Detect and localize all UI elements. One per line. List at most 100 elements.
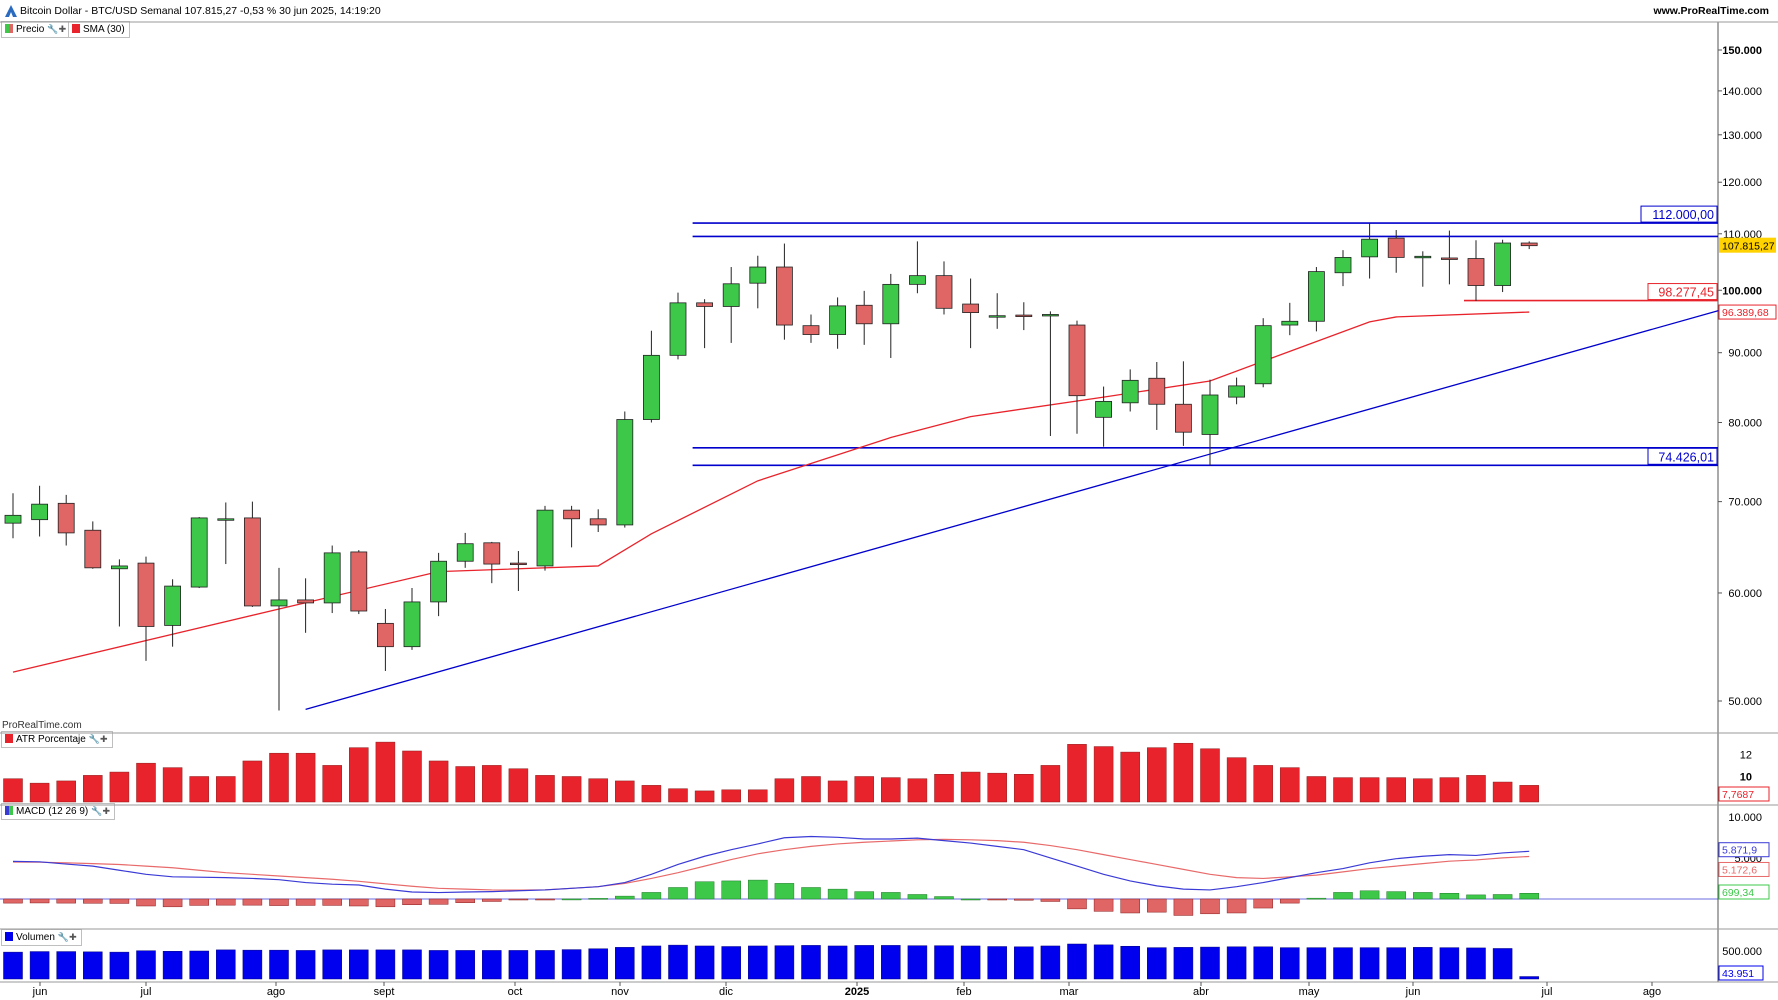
macd-histogram-bar-positive xyxy=(748,879,768,900)
volume-bar xyxy=(1386,947,1406,980)
atr-bar xyxy=(1492,781,1513,803)
volume-bar xyxy=(535,950,555,980)
price-y-tick-label: 140.000 xyxy=(1722,86,1762,98)
legend-sma-label: SMA (30) xyxy=(83,24,125,35)
candle-up xyxy=(1254,325,1272,385)
macd-histogram-bar-positive xyxy=(934,896,954,900)
sma-swatch-icon xyxy=(72,24,80,33)
macd-histogram-bar-negative xyxy=(987,898,1007,901)
volume-bar xyxy=(56,951,76,980)
volume-bar xyxy=(375,949,396,980)
macd-histogram-bar-negative xyxy=(1253,898,1273,909)
volume-bar xyxy=(588,948,608,980)
candle-up xyxy=(31,503,49,521)
volume-y-tick-label: 500.000 xyxy=(1722,946,1762,958)
atr-bar xyxy=(1147,747,1167,803)
wrench-plus-icon[interactable]: 🔧✚ xyxy=(47,24,67,34)
macd-value-box xyxy=(1718,842,1770,858)
x-axis-label: jul xyxy=(1540,986,1552,998)
candle-up xyxy=(882,283,900,325)
volume-bar xyxy=(189,950,209,980)
support-trendline xyxy=(305,307,1729,710)
macd-value-label: 699,34 xyxy=(1722,887,1754,899)
wrench-plus-icon[interactable]: 🔧✚ xyxy=(91,806,110,816)
volume-bar xyxy=(1359,947,1380,980)
macd-histogram-bar-negative xyxy=(189,898,209,906)
volume-bar xyxy=(561,949,582,980)
macd-histogram-bar-negative xyxy=(1093,898,1114,912)
candle-down xyxy=(1175,403,1192,433)
candle-up xyxy=(1308,271,1325,322)
candle-down xyxy=(1520,242,1538,247)
wrench-plus-icon[interactable]: 🔧✚ xyxy=(88,734,108,744)
atr-bar xyxy=(1040,765,1061,803)
site-link[interactable]: www.ProRealTime.com xyxy=(1653,5,1769,17)
legend-macd[interactable]: MACD (12 26 9) 🔧✚ xyxy=(1,803,115,820)
macd-histogram-bar-positive xyxy=(641,892,662,900)
volume-value-label: 43.951 xyxy=(1722,968,1754,980)
macd-histogram-bar-positive xyxy=(588,898,608,900)
x-axis-label: dic xyxy=(719,986,734,998)
macd-histogram-bar-positive xyxy=(1386,891,1406,900)
atr-bar xyxy=(1253,765,1273,803)
candle-up xyxy=(1228,385,1245,398)
macd-histogram-bar-negative xyxy=(322,898,342,906)
volume-bar xyxy=(1306,947,1327,980)
x-axis-label: feb xyxy=(956,986,971,998)
atr-bar xyxy=(721,789,741,803)
atr-bar xyxy=(1466,775,1486,803)
wrench-plus-icon[interactable]: 🔧✚ xyxy=(57,932,77,942)
candle-up xyxy=(643,354,660,420)
volume-bar xyxy=(668,944,688,980)
legend-atr-label: ATR Porcentaje xyxy=(16,734,86,745)
last-price-label: 107.815,27 xyxy=(1722,241,1775,253)
macd-histogram-bar-negative xyxy=(1014,898,1034,901)
legend-macd-label: MACD (12 26 9) xyxy=(16,806,89,817)
macd-histogram-bar-positive xyxy=(615,895,635,900)
atr-bar xyxy=(907,778,928,803)
atr-bar xyxy=(1226,757,1247,803)
candle-up xyxy=(111,565,128,570)
candle-up xyxy=(1361,238,1378,258)
level-label: 112.000,00 xyxy=(1652,208,1714,222)
volume-bar xyxy=(162,951,183,980)
volume-bar xyxy=(269,949,289,980)
volume-bar xyxy=(242,949,263,980)
atr-bar xyxy=(189,776,209,803)
candle-up xyxy=(456,543,474,562)
candle-up xyxy=(616,419,634,526)
candle-up xyxy=(669,302,687,356)
atr-bar xyxy=(1306,776,1327,803)
macd-swatch-icon xyxy=(5,806,13,815)
macd-value-label: 5.172,6 xyxy=(1722,864,1757,876)
candle-down xyxy=(57,502,75,534)
macd-histogram-bar-negative xyxy=(83,898,103,904)
price-y-tick-label: 120.000 xyxy=(1722,177,1762,189)
macd-y-tick-label: 10.000 xyxy=(1728,812,1762,824)
macd-histogram-bar-negative xyxy=(508,898,529,901)
candle-up xyxy=(217,518,235,521)
atr-bar xyxy=(1173,742,1194,803)
atr-bar xyxy=(83,775,103,803)
last-price-box xyxy=(1719,237,1776,253)
atr-bar xyxy=(561,776,582,803)
candle-up xyxy=(829,305,846,335)
level-label-box xyxy=(1647,283,1718,301)
candle-up xyxy=(403,601,421,648)
atr-bar xyxy=(881,777,901,803)
volume-bar xyxy=(1492,948,1513,980)
atr-value-box xyxy=(1718,786,1770,802)
legend-atr[interactable]: ATR Porcentaje 🔧✚ xyxy=(1,731,113,748)
candle-down xyxy=(696,302,713,307)
atr-bar xyxy=(615,780,635,803)
macd-histogram-bar-positive xyxy=(561,898,582,901)
atr-bar xyxy=(748,789,768,803)
atr-swatch-icon xyxy=(5,734,13,743)
price-y-tick-label: 60.000 xyxy=(1728,588,1762,600)
x-axis-label: sept xyxy=(374,986,395,998)
atr-bar xyxy=(1519,785,1539,803)
volume-bar xyxy=(455,950,475,980)
atr-bar xyxy=(774,778,795,803)
macd-signal-line xyxy=(12,838,1530,891)
